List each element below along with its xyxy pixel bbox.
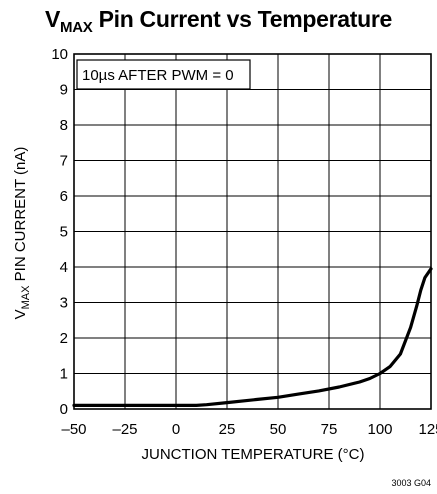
y-tick-label: 2: [60, 330, 68, 347]
figure-code: 3003 G04: [391, 478, 431, 488]
y-tick-label: 9: [60, 82, 68, 99]
y-tick-label: 4: [60, 259, 68, 276]
y-tick-labels: 0 1 2 3 4 5 6 7 8 9 10: [51, 46, 68, 418]
x-tick-label: –50: [61, 421, 86, 438]
y-tick-label: 6: [60, 188, 68, 205]
y-tick-label: 5: [60, 224, 68, 241]
y-tick-label: 7: [60, 153, 68, 170]
y-tick-label: 10: [51, 46, 68, 63]
annotation-text: 10µs AFTER PWM = 0: [82, 67, 234, 84]
annotation-box: [76, 59, 251, 90]
x-tick-label: 75: [321, 421, 338, 438]
x-tick-label: 125: [418, 421, 437, 438]
x-tick-label: 50: [270, 421, 287, 438]
y-axis-label: VMAX PIN CURRENT (nA): [12, 147, 32, 320]
series-layer: [72, 267, 433, 407]
series-line: [72, 267, 433, 407]
x-tick-label: 25: [219, 421, 236, 438]
y-tick-label: 0: [60, 401, 68, 418]
x-tick-labels: –50 –25 0 25 50 75 100 125: [61, 421, 437, 438]
y-tick-label: 1: [60, 366, 68, 383]
x-axis-label: JUNCTION TEMPERATURE (°C): [142, 446, 365, 463]
y-tick-label: 3: [60, 295, 68, 312]
chart-title: VMAX Pin Current vs Temperature: [45, 6, 392, 36]
grid: [74, 54, 431, 409]
y-tick-label: 8: [60, 117, 68, 134]
x-tick-label: 100: [367, 421, 392, 438]
plot-frame: [73, 53, 432, 410]
x-tick-label: 0: [172, 421, 180, 438]
x-tick-label: –25: [112, 421, 137, 438]
